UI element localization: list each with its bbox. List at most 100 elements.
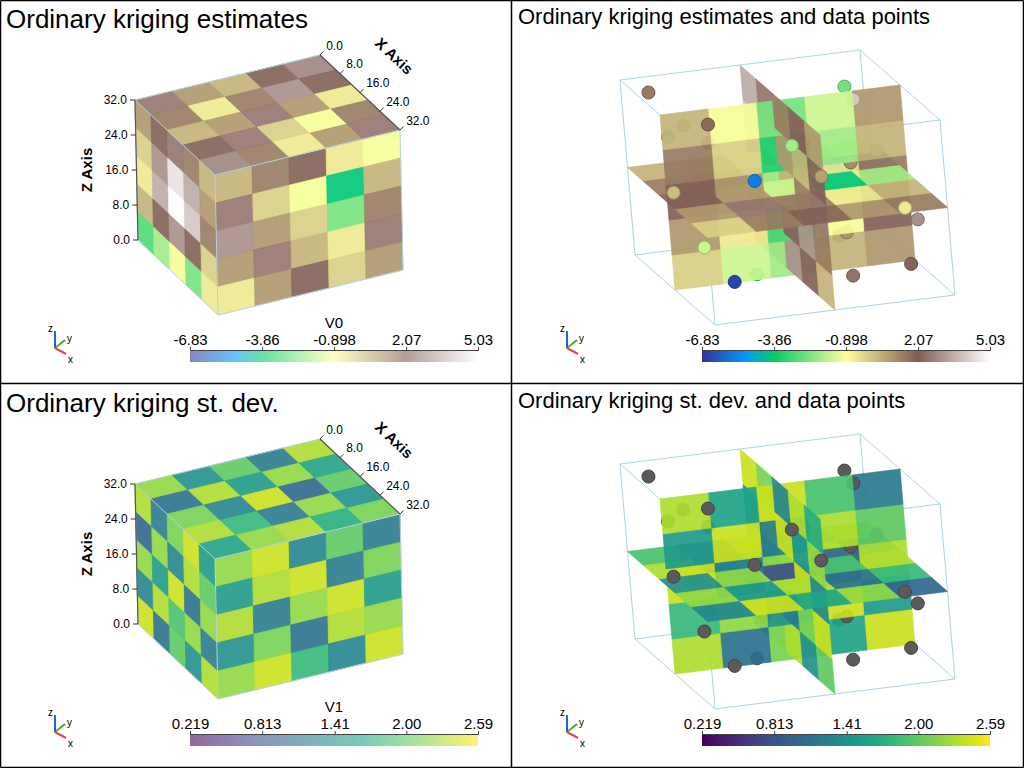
orientation-label: x [68, 738, 73, 749]
data-point [899, 201, 912, 214]
z-tick-label: 24.0 [104, 128, 128, 142]
face-cell [185, 641, 202, 684]
orientation-label: y [579, 717, 584, 728]
x-tick [360, 89, 363, 93]
data-point [847, 269, 860, 282]
slice-cell [672, 633, 723, 674]
box-edge [138, 624, 218, 699]
slice-cell [692, 602, 756, 622]
face-cell [254, 653, 292, 690]
z-tick [131, 135, 136, 136]
colorbar-tick-label: 1.41 [321, 715, 350, 732]
orientation-label: z [560, 707, 565, 718]
box-edge [215, 175, 218, 315]
colorbar-axis: -6.83-3.86-0.8982.075.03 [685, 331, 1005, 351]
slice-cell [711, 522, 762, 563]
face-cell [254, 269, 292, 306]
box-edge [215, 514, 400, 559]
slice-cell [663, 144, 714, 185]
box-edge [320, 55, 400, 130]
panel: 0.08.016.024.032.0X Axis0.08.016.024.032… [6, 388, 493, 749]
plot-area [620, 434, 955, 709]
colorbar-tick-label: -6.83 [685, 331, 719, 348]
face-cell [201, 656, 218, 699]
face-cell [185, 257, 202, 300]
panel: Ordinary kriging st. dev. and data point… [518, 388, 1005, 749]
slice-cell [855, 120, 906, 161]
box-edge [135, 55, 320, 100]
colorbar-tick: 0.219 [684, 715, 722, 734]
colorbar-tick: 0.219 [172, 715, 210, 734]
colorbar [190, 350, 478, 362]
data-point [698, 625, 711, 638]
z-tick [132, 205, 137, 206]
colorbar-tick-label: 0.813 [244, 715, 282, 732]
colorbar-tick-label: 2.00 [392, 715, 421, 732]
colorbar-tick-label: -0.898 [313, 331, 356, 348]
z-tick [132, 589, 137, 590]
z-tick [133, 624, 138, 625]
slice-cell [708, 487, 759, 528]
colorbar-tick: 2.59 [976, 715, 1005, 734]
colorbar-title: V1 [325, 698, 343, 715]
box-edge [218, 270, 403, 315]
slice-cell [804, 121, 823, 170]
box-edge [215, 130, 400, 175]
slice-cell [708, 103, 759, 144]
face-cell [169, 626, 186, 669]
slice-cell [804, 505, 823, 554]
colorbar-axis: 0.2190.8131.412.002.59 [684, 715, 1005, 735]
face-cell [365, 242, 403, 279]
x-tick-label: 16.0 [366, 460, 390, 474]
z-tick-label: 24.0 [104, 512, 128, 526]
z-tick-label: 32.0 [104, 477, 128, 491]
orientation-arrow [567, 724, 577, 732]
orientation-arrow [567, 340, 577, 348]
x-axis-line [320, 55, 400, 130]
plot-area [135, 439, 403, 699]
slice-cell [804, 91, 855, 132]
figure: 0.08.016.024.032.0X Axis0.08.016.024.032… [0, 0, 1024, 768]
x-tick-label: 16.0 [366, 76, 390, 90]
x-tick [320, 435, 323, 439]
z-tick-label: 16.0 [105, 163, 129, 177]
colorbar-tick: 0.813 [244, 715, 282, 734]
face-cell [153, 611, 170, 654]
orientation-arrow [567, 732, 578, 738]
slice-cell [772, 93, 791, 142]
z-axis-title: Z Axis [78, 148, 95, 192]
z-tick-label: 32.0 [104, 93, 128, 107]
x-tick-label: 8.0 [346, 441, 363, 455]
colorbar-tick-label: 2.59 [464, 715, 493, 732]
orientation-arrow [567, 348, 578, 354]
data-point [847, 653, 860, 666]
data-point [785, 523, 798, 536]
x-tick [360, 473, 363, 477]
colorbar-tick: 5.03 [976, 331, 1005, 350]
face-cell [217, 278, 255, 315]
x-tick [400, 126, 403, 130]
colorbar-tick-label: 1.41 [833, 715, 862, 732]
z-tick [132, 170, 137, 171]
plot-area [135, 55, 403, 315]
x-tick-label: 0.0 [326, 39, 343, 53]
x-tick-label: 0.0 [326, 423, 343, 437]
x-tick [340, 454, 343, 458]
colorbar-axis: -6.83-3.86-0.8982.075.03 [173, 331, 493, 351]
colorbar-tick-label: -6.83 [173, 331, 207, 348]
colorbar [190, 734, 478, 746]
colorbar-tick-label: 0.813 [756, 715, 794, 732]
z-tick-label: 8.0 [113, 582, 130, 596]
face-cell [201, 272, 218, 315]
z-tick [131, 519, 136, 520]
colorbar [702, 734, 990, 746]
colorbar-tick-label: -3.86 [246, 331, 280, 348]
colorbar-tick: 0.813 [756, 715, 794, 734]
x-tick [340, 70, 343, 74]
slice-cell [772, 477, 791, 526]
slice-cell [663, 528, 714, 569]
data-point [667, 186, 680, 199]
colorbar-tick: 5.03 [464, 331, 493, 350]
data-point [905, 641, 918, 654]
data-point [748, 558, 761, 571]
